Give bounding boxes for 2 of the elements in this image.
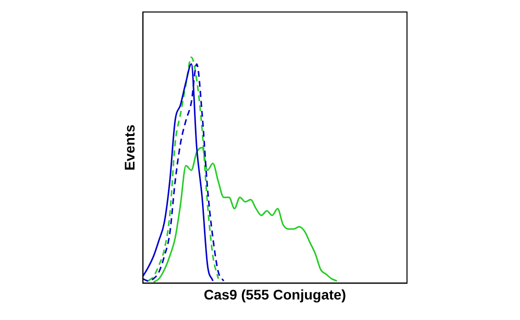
x-axis-title: Cas9 (555 Conjugate) bbox=[204, 286, 346, 302]
y-axis-title: Events bbox=[121, 124, 138, 171]
